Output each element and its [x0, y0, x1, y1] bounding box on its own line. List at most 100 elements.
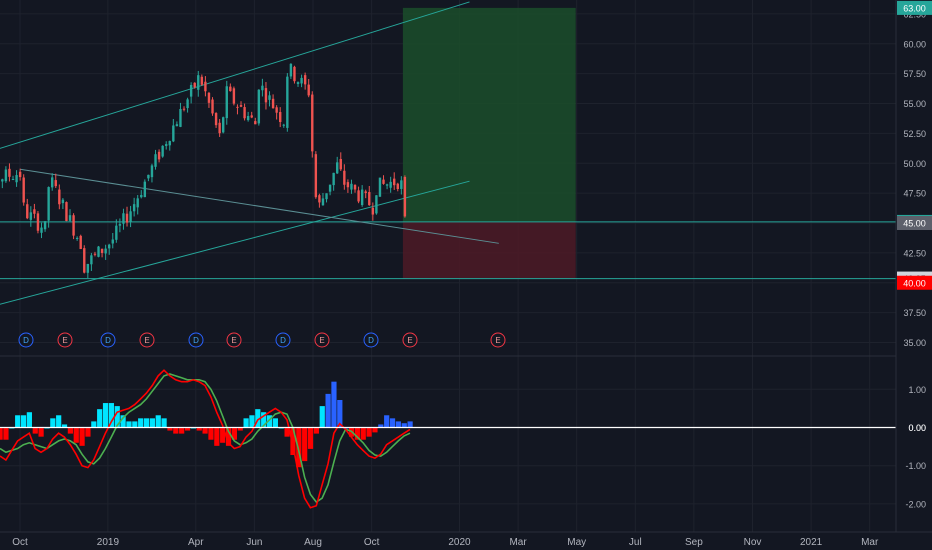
candle-body[interactable] [343, 170, 346, 185]
histogram-bar[interactable] [79, 427, 85, 446]
candle-body[interactable] [75, 237, 79, 239]
candle-body[interactable] [132, 204, 136, 212]
histogram-bar[interactable] [401, 423, 407, 428]
candle-body[interactable] [246, 115, 250, 121]
candle-body[interactable] [214, 113, 218, 126]
histogram-bar[interactable] [249, 415, 255, 428]
signal-line[interactable] [0, 373, 411, 504]
histogram-bar[interactable] [366, 427, 372, 437]
candle-body[interactable] [289, 63, 293, 77]
histogram-bar[interactable] [149, 418, 155, 428]
earnings-marker[interactable] [139, 332, 155, 348]
histogram-bar[interactable] [231, 427, 237, 440]
histogram-bar[interactable] [261, 412, 267, 428]
candle-body[interactable] [339, 158, 342, 170]
histogram-bar[interactable] [202, 427, 208, 434]
dividend-marker[interactable] [100, 332, 116, 348]
earnings-marker[interactable] [402, 332, 418, 348]
candle-body[interactable] [157, 151, 161, 160]
candle-body[interactable] [225, 86, 228, 119]
candlestick-series[interactable] [0, 63, 407, 279]
candle-body[interactable] [197, 75, 200, 90]
candle-body[interactable] [8, 168, 11, 177]
histogram-bar[interactable] [284, 427, 290, 437]
candle-body[interactable] [54, 180, 57, 187]
histogram-bar[interactable] [67, 427, 73, 434]
histogram-bar[interactable] [173, 427, 179, 434]
candle-body[interactable] [86, 263, 90, 273]
histogram-bar[interactable] [266, 415, 273, 428]
candle-body[interactable] [353, 184, 357, 190]
candle-body[interactable] [271, 98, 275, 109]
candle-body[interactable] [115, 225, 118, 240]
candle-body[interactable] [222, 117, 225, 133]
candle-body[interactable] [232, 88, 236, 104]
candle-body[interactable] [97, 246, 100, 257]
candle-body[interactable] [168, 141, 171, 146]
candle-body[interactable] [136, 198, 139, 208]
candle-body[interactable] [239, 105, 243, 107]
candle-body[interactable] [36, 213, 40, 231]
earnings-marker[interactable] [314, 332, 330, 348]
candle-body[interactable] [368, 192, 371, 206]
histogram-bar[interactable] [255, 409, 261, 428]
dividend-marker[interactable] [18, 332, 34, 348]
histogram-bar[interactable] [91, 421, 97, 428]
candle-body[interactable] [33, 209, 36, 214]
candle-body[interactable] [150, 165, 154, 178]
histogram-bar[interactable] [155, 415, 161, 428]
histogram-bar[interactable] [56, 415, 62, 428]
candle-body[interactable] [108, 244, 111, 249]
histogram-bar[interactable] [120, 415, 126, 428]
trendline-descending[interactable] [19, 168, 499, 244]
candle-body[interactable] [22, 177, 25, 203]
histogram-bar[interactable] [237, 427, 243, 431]
candle-body[interactable] [385, 184, 389, 186]
candle-body[interactable] [371, 207, 375, 215]
candle-body[interactable] [40, 227, 43, 233]
dividend-marker[interactable] [188, 332, 204, 348]
candle-body[interactable] [111, 239, 114, 244]
candle-body[interactable] [275, 107, 278, 113]
histogram-bar[interactable] [319, 406, 325, 428]
histogram-bar[interactable] [73, 427, 79, 443]
histogram-bar[interactable] [208, 427, 214, 440]
histogram-bar[interactable] [132, 421, 138, 428]
candle-body[interactable] [147, 174, 150, 179]
candle-body[interactable] [118, 224, 122, 226]
histogram-bar[interactable] [20, 415, 27, 428]
histogram-bar[interactable] [296, 427, 302, 468]
candle-body[interactable] [268, 95, 271, 100]
histogram-bar[interactable] [97, 409, 103, 428]
candle-body[interactable] [396, 183, 399, 189]
histogram-bar[interactable] [290, 427, 296, 456]
candle-body[interactable] [104, 248, 107, 254]
histogram-bar[interactable] [196, 427, 202, 431]
histogram-bar[interactable] [272, 418, 278, 428]
histogram-bar[interactable] [50, 418, 56, 428]
candle-body[interactable] [264, 88, 268, 103]
candle-body[interactable] [389, 181, 392, 188]
candle-body[interactable] [68, 215, 72, 221]
candle-body[interactable] [18, 171, 22, 178]
histogram-bar[interactable] [184, 427, 191, 431]
candle-body[interactable] [200, 76, 204, 85]
candle-body[interactable] [100, 248, 104, 254]
candle-body[interactable] [350, 183, 353, 190]
candle-body[interactable] [325, 193, 328, 200]
histogram-bar[interactable] [26, 412, 32, 428]
candle-body[interactable] [382, 179, 385, 184]
histogram-bar[interactable] [325, 393, 331, 428]
histogram-bar[interactable] [395, 421, 401, 428]
candle-body[interactable] [15, 175, 18, 183]
histogram-bar[interactable] [32, 427, 38, 434]
histogram-bar[interactable] [384, 415, 390, 428]
histogram-bar[interactable] [243, 418, 249, 428]
histogram-bar[interactable] [138, 418, 144, 428]
candle-body[interactable] [336, 162, 339, 174]
candle-body[interactable] [175, 124, 179, 127]
candle-body[interactable] [211, 99, 214, 114]
candle-body[interactable] [328, 184, 332, 192]
candle-body[interactable] [93, 253, 97, 255]
candle-body[interactable] [83, 248, 86, 273]
